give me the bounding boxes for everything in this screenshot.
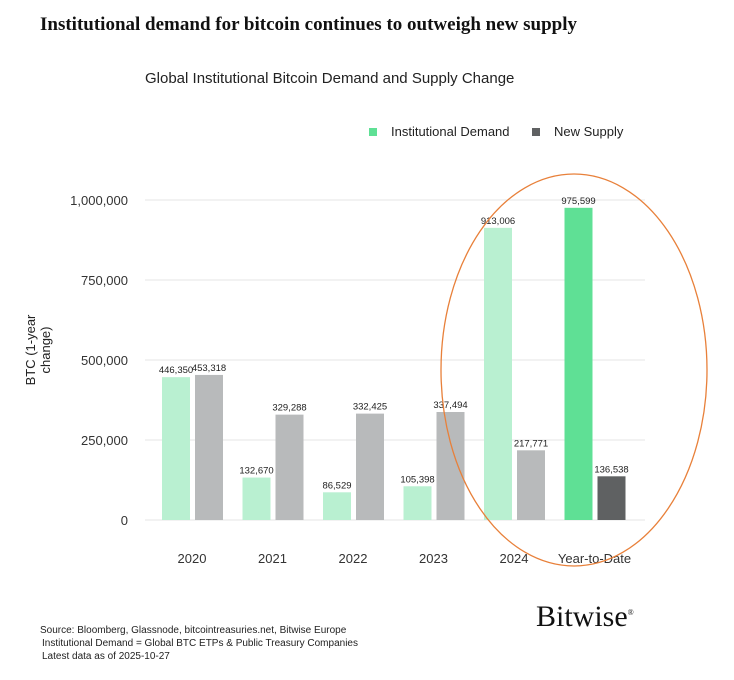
y-tick-label: 750,000 [81, 273, 128, 288]
bitwise-logo: Bitwise® [536, 600, 634, 633]
footer-source: Source: Bloomberg, Glassnode, bitcointre… [40, 625, 347, 636]
data-label: 337,494 [433, 400, 467, 411]
data-label: 332,425 [353, 402, 387, 413]
legend-swatch-demand [369, 127, 377, 136]
y-tick-label: 500,000 [81, 353, 128, 368]
bar-supply [597, 476, 626, 520]
bar-demand [323, 492, 351, 520]
footer-date: Latest data as of 2025-10-27 [42, 651, 170, 662]
legend-demand: Institutional Demand [369, 124, 510, 139]
bar-demand [484, 227, 512, 520]
bar-supply [517, 450, 545, 520]
data-label: 136,538 [594, 464, 628, 475]
bar-supply [436, 412, 465, 520]
x-tick-label: 2022 [339, 551, 368, 566]
data-label: 105,398 [400, 474, 434, 485]
y-tick-label: 0 [121, 513, 128, 528]
highlight-ellipse [440, 173, 708, 567]
data-label: 446,350 [159, 365, 193, 376]
x-tick-label: 2023 [419, 551, 448, 566]
footer-definition: Institutional Demand = Global BTC ETPs &… [42, 638, 358, 649]
bar-demand [162, 377, 190, 520]
legend-label-demand: Institutional Demand [391, 124, 510, 139]
footer: Source: Bloomberg, Glassnode, bitcointre… [40, 624, 358, 663]
bar-supply [275, 414, 304, 520]
bar-demand [403, 486, 432, 520]
bar-supply [356, 413, 384, 520]
data-label: 217,771 [514, 438, 548, 449]
chart-title: Global Institutional Bitcoin Demand and … [145, 70, 515, 87]
headline: Institutional demand for bitcoin continu… [40, 14, 578, 35]
bar-demand [242, 477, 271, 520]
data-label: 132,670 [239, 466, 273, 477]
data-label: 86,529 [322, 480, 351, 491]
x-tick-label: Year-to-Date [558, 551, 631, 566]
y-tick-label: 1,000,000 [70, 193, 128, 208]
x-tick-label: 2021 [258, 551, 287, 566]
data-label: 453,318 [192, 363, 226, 374]
y-tick-label: 250,000 [81, 433, 128, 448]
data-label: 329,288 [272, 403, 306, 414]
bar-supply [195, 374, 223, 520]
data-label: 975,599 [561, 196, 595, 207]
legend-swatch-supply [532, 127, 540, 136]
bar-demand [564, 207, 593, 520]
data-label: 913,006 [481, 216, 515, 227]
legend-label-supply: New Supply [554, 124, 624, 139]
legend-supply: New Supply [532, 124, 623, 139]
x-tick-label: 2024 [500, 551, 529, 566]
x-tick-label: 2020 [178, 551, 207, 566]
